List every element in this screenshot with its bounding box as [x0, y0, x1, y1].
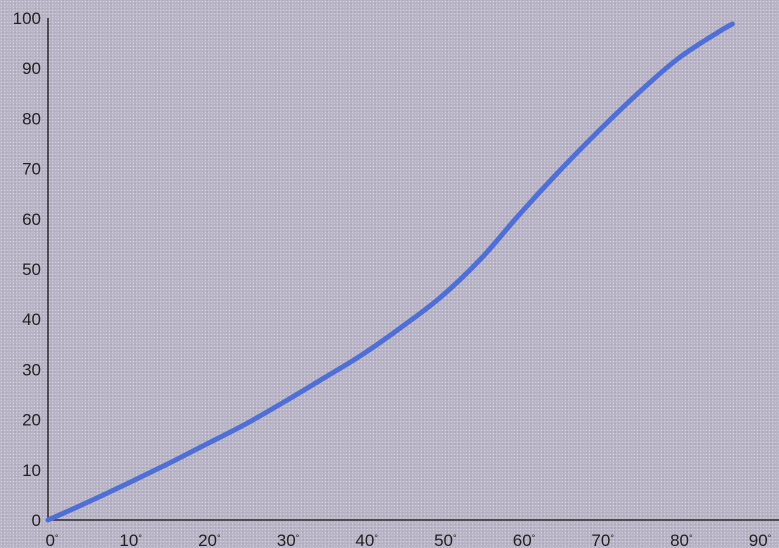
y-tick-label: 20: [22, 411, 41, 430]
y-tick-label: 90: [22, 59, 41, 78]
x-tick-label: 50°: [434, 531, 457, 548]
y-tick-label: 70: [22, 160, 41, 179]
x-tick-label: 70°: [591, 531, 614, 548]
x-tick-label: 0°: [45, 531, 58, 548]
y-axis-ticks: 0 10 20 30 40 50 60 70 80 90 100: [13, 9, 41, 530]
series-line: [45, 21, 735, 523]
x-tick-label: 10°: [119, 531, 142, 548]
axes: [47, 18, 779, 521]
x-tick-label: 30°: [277, 531, 300, 548]
y-tick-label: 10: [22, 461, 41, 480]
y-tick-label: 80: [22, 109, 41, 128]
x-tick-label: 20°: [198, 531, 221, 548]
y-tick-label: 60: [22, 210, 41, 229]
y-tick-label: 0: [32, 511, 41, 530]
y-tick-label: 50: [22, 260, 41, 279]
y-tick-label: 40: [22, 310, 41, 329]
x-tick-label: 60°: [513, 531, 536, 548]
x-tick-label: 40°: [355, 531, 378, 548]
x-axis-ticks: 0° 10° 20° 30° 40° 50° 60° 70° 80° 90°: [45, 531, 771, 548]
y-tick-label: 100: [13, 9, 41, 28]
series-layer: [45, 21, 735, 523]
x-tick-label: 80°: [670, 531, 693, 548]
x-tick-label: 90°: [749, 531, 772, 548]
y-tick-label: 30: [22, 360, 41, 379]
